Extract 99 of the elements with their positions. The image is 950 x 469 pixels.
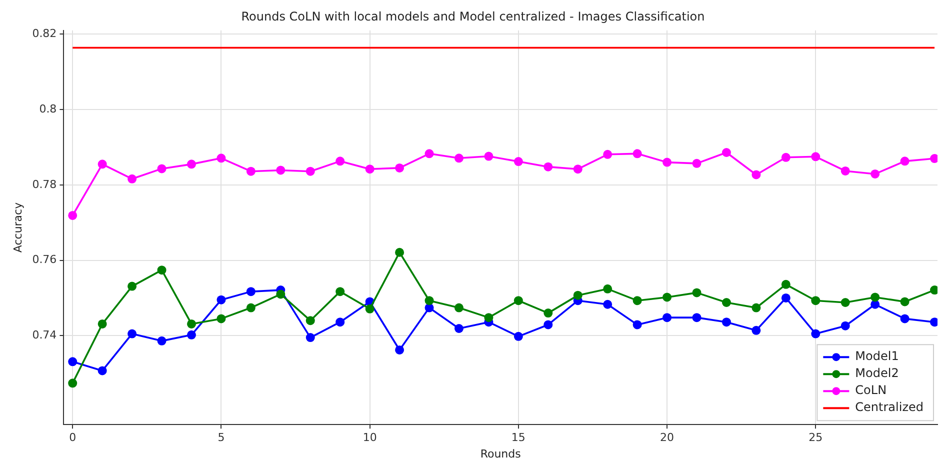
- point: [186, 319, 196, 328]
- point: [128, 282, 137, 291]
- point: [752, 303, 761, 312]
- point: [336, 156, 345, 166]
- point: [603, 150, 612, 159]
- legend-label: Centralized: [855, 400, 924, 414]
- point: [781, 280, 790, 289]
- point: [336, 287, 345, 296]
- y-axis-title: Accuracy: [11, 202, 24, 253]
- point: [603, 284, 612, 294]
- point: [424, 149, 434, 158]
- point: [157, 336, 166, 346]
- x-axis-title: Rounds: [480, 447, 522, 460]
- x-tick-label: 25: [808, 431, 823, 444]
- point: [186, 160, 196, 169]
- point: [157, 164, 166, 174]
- point: [722, 148, 731, 158]
- point: [98, 366, 107, 376]
- point: [395, 248, 404, 257]
- point: [722, 318, 731, 327]
- point: [454, 154, 464, 163]
- point: [246, 166, 256, 176]
- point: [514, 296, 523, 306]
- point: [722, 298, 731, 307]
- point: [68, 357, 78, 366]
- point: [811, 152, 820, 162]
- point: [632, 320, 642, 330]
- point: [395, 345, 404, 354]
- point: [68, 210, 78, 220]
- point: [306, 316, 315, 326]
- legend-label: Model2: [855, 366, 899, 380]
- y-tick-label: 0.8: [39, 102, 57, 116]
- x-tick-label: 5: [218, 431, 225, 444]
- point: [603, 300, 612, 309]
- point: [781, 293, 790, 302]
- point: [840, 298, 850, 307]
- point: [484, 152, 494, 161]
- point: [840, 321, 850, 330]
- point: [544, 320, 553, 330]
- point: [246, 303, 256, 312]
- point: [157, 266, 166, 275]
- point: [98, 160, 107, 169]
- point: [632, 149, 642, 158]
- point: [662, 292, 672, 302]
- point: [68, 378, 78, 388]
- point: [306, 333, 315, 342]
- point: [216, 314, 226, 324]
- point: [662, 313, 672, 322]
- point: [186, 330, 196, 340]
- point: [484, 313, 494, 322]
- point: [752, 170, 761, 180]
- chart-title: Rounds CoLN with local models and Model centralized - Images Classification: [241, 9, 705, 24]
- point: [752, 326, 761, 335]
- point: [692, 288, 702, 298]
- point: [276, 290, 286, 299]
- point: [544, 308, 553, 318]
- point: [573, 290, 582, 300]
- x-tick-label: 10: [362, 431, 377, 444]
- point: [514, 332, 523, 341]
- point: [128, 329, 137, 338]
- x-tick-label: 20: [660, 431, 674, 444]
- point: [573, 164, 582, 174]
- y-tick-label: 0.74: [32, 328, 57, 342]
- y-tick-label: 0.82: [32, 27, 57, 40]
- point: [246, 287, 256, 296]
- point: [454, 324, 464, 333]
- x-tick-label: 0: [69, 431, 76, 444]
- point: [336, 318, 345, 327]
- point: [216, 154, 226, 163]
- point: [514, 157, 523, 166]
- legend-label: Model1: [855, 349, 899, 364]
- point: [870, 169, 880, 178]
- point: [692, 313, 702, 322]
- point: [811, 296, 820, 306]
- point: [276, 166, 286, 175]
- point: [632, 296, 642, 306]
- point: [306, 166, 315, 176]
- point: [216, 295, 226, 304]
- point: [662, 158, 672, 167]
- point: [900, 314, 910, 324]
- point: [811, 329, 820, 338]
- point: [870, 292, 880, 302]
- point: [98, 319, 107, 328]
- point: [454, 303, 464, 312]
- point: [424, 296, 434, 306]
- y-tick-label: 0.76: [32, 253, 57, 266]
- point: [900, 297, 910, 306]
- y-tick-label: 0.78: [32, 178, 57, 191]
- point: [395, 163, 404, 172]
- point: [781, 152, 790, 162]
- point: [840, 166, 850, 176]
- point: [692, 158, 702, 168]
- legend-label: CoLN: [855, 383, 887, 398]
- point: [544, 162, 553, 172]
- point: [365, 304, 374, 314]
- point: [900, 156, 910, 166]
- x-tick-label: 15: [511, 431, 526, 444]
- point: [365, 164, 374, 174]
- point: [128, 174, 137, 184]
